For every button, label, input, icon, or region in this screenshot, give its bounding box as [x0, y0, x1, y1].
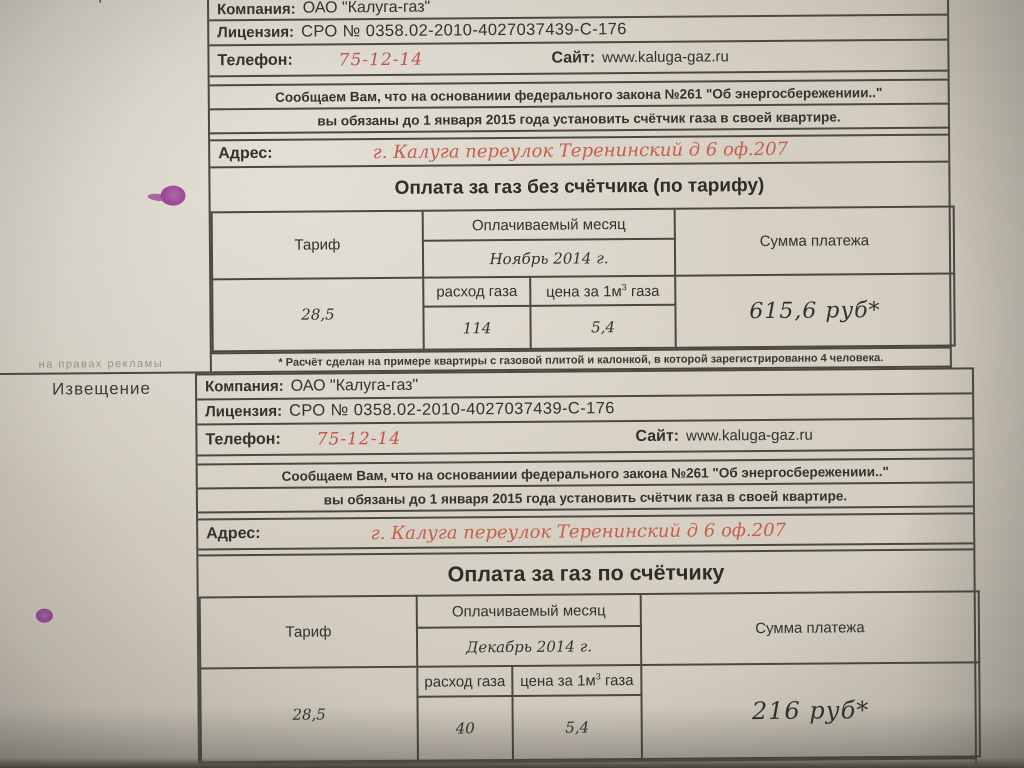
company-label: Компания: [217, 0, 296, 18]
site-label: Сайт: [635, 427, 680, 445]
company-label: Компания: [204, 377, 284, 396]
notice-top: Извещение Компания: ОАО "Калуга-газ" Лиц… [0, 0, 1024, 376]
price-header-text: цена за 1м [520, 672, 596, 690]
price-header-sup: 3 [621, 281, 627, 292]
month-value-cell: Декабрь 2014 г. [416, 625, 642, 667]
consumption-header-cell: расход газа [417, 666, 513, 697]
price-header-sup: 3 [595, 671, 601, 682]
month-header-cell: Оплачиваемый месяц [416, 593, 641, 628]
license-value: СРО № 0358.02-2010-4027037439-С-176 [300, 20, 627, 41]
consumption-header-cell: расход газа [423, 276, 531, 307]
law-text-2: вы обязаны до 1 января 2015 года установ… [317, 108, 841, 129]
sum-value-cell: 615,6 руб* [675, 273, 955, 348]
site-value: www.kaluga-gaz.ru [602, 48, 729, 67]
company-value: ОАО "Калуга-газ" [290, 376, 419, 395]
payment-title-row: Оплата за газ по счётчику [198, 550, 973, 596]
ink-blot-icon [160, 185, 186, 206]
sum-value-cell: 216 руб* [641, 662, 980, 759]
tariff-value-cell: 28,5 [212, 277, 424, 352]
site-value: www.kaluga-gaz.ru [686, 426, 813, 445]
company-value: ОАО "Калуга-газ" [302, 0, 431, 17]
site-group: Сайт: www.kaluga-gaz.ru [551, 42, 729, 72]
ad-label: на правах рекламы [0, 354, 212, 374]
notice-document: Компания: ОАО "Калуга-газ" Лицензия: СРО… [194, 367, 980, 766]
license-label: Лицензия: [217, 23, 295, 42]
price-header-cell: цена за 1м3 газа [512, 664, 642, 697]
license-label: Лицензия: [205, 402, 283, 421]
address-value: г. Калуга переулок Теренинский д 6 оф.20… [370, 519, 787, 544]
site-label: Сайт: [551, 48, 596, 67]
phone-label: Телефон: [205, 430, 281, 448]
price-value-cell: 5,4 [512, 694, 642, 761]
price-header-unit: газа [604, 672, 634, 690]
ink-blot-icon [35, 608, 53, 623]
license-value: СРО № 0358.02-2010-4027037439-С-176 [288, 399, 615, 420]
site-group: Сайт: www.kaluga-gaz.ru [635, 421, 813, 451]
tariff-value-cell: 28,5 [200, 666, 418, 763]
month-value-cell: Ноябрь 2014 г. [422, 238, 676, 278]
sum-header-cell: Сумма платежа [640, 591, 980, 665]
tariff-header-cell: Тариф [211, 210, 424, 280]
consumption-value-cell: 114 [423, 305, 531, 350]
law-text-1: Сообщаем Вам, что на основаниии федераль… [281, 463, 889, 484]
notice-side-label: Извещение [51, 378, 152, 399]
price-header-unit: газа [630, 282, 660, 300]
consumption-value-cell: 40 [417, 696, 513, 761]
price-header-cell: цена за 1м3 газа [530, 275, 676, 306]
payment-table: Тариф Оплачиваемый месяц Сумма платежа Н… [211, 206, 956, 353]
address-label: Адрес: [218, 144, 273, 162]
address-label: Адрес: [206, 524, 261, 543]
phone-value: 75-12-14 [316, 428, 402, 450]
payment-table: Тариф Оплачиваемый месяц Сумма платежа Д… [199, 590, 981, 763]
month-header-cell: Оплачиваемый месяц [422, 208, 675, 241]
price-header-text: цена за 1м [546, 282, 622, 301]
payment-title: Оплата за газ по счётчику [447, 559, 725, 587]
payment-title: Оплата за газ без счётчика (по тарифу) [394, 174, 765, 199]
phone-value: 75-12-14 [338, 49, 424, 70]
notice-document: Компания: ОАО "Калуга-газ" Лицензия: СРО… [206, 0, 955, 355]
address-value: г. Калуга переулок Теренинский д 6 оф.20… [372, 138, 789, 164]
law-text-1: Сообщаем Вам, что на основаниии федераль… [275, 84, 883, 105]
tariff-header-cell: Тариф [199, 595, 418, 669]
sum-header-cell: Сумма платежа [674, 206, 955, 276]
payment-title-row: Оплата за газ без счётчика (по тарифу) [210, 163, 948, 212]
phone-label: Телефон: [217, 51, 293, 69]
price-value-cell: 5,4 [530, 304, 676, 349]
notice-side-label: Извещение [45, 0, 144, 5]
notice-bottom: Извещение Компания: ОАО "Калуга-газ" Лиц… [0, 367, 1024, 768]
law-text-2: вы обязаны до 1 января 2015 года установ… [323, 487, 848, 507]
